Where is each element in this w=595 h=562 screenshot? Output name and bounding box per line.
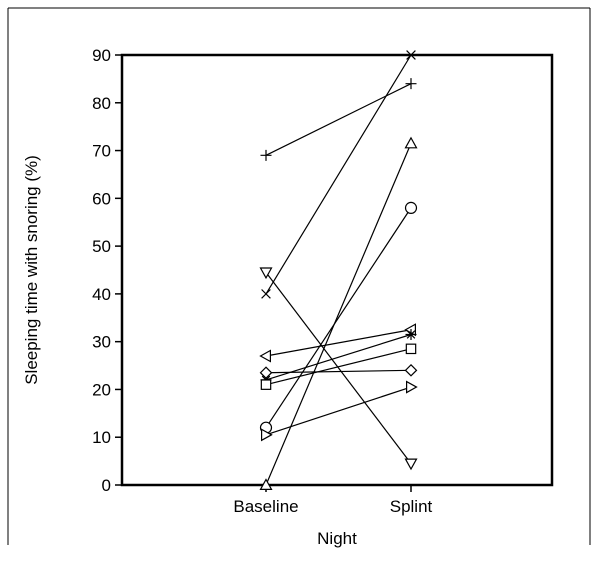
series-plus <box>260 78 417 161</box>
series-line <box>265 207 412 428</box>
x-tick-label: Baseline <box>233 497 298 516</box>
marker-triangle-right <box>406 380 418 394</box>
marker-triangle-up <box>259 478 273 490</box>
y-tick-label: 40 <box>92 285 111 304</box>
series-diamond <box>259 363 418 380</box>
marker-plus <box>260 149 272 161</box>
data-series <box>259 50 418 490</box>
marker-diamond <box>404 363 418 377</box>
x-tick-label: Splint <box>390 497 433 516</box>
marker-square <box>260 379 272 390</box>
x-axis-title: Night <box>317 529 357 548</box>
series-cross <box>261 50 416 299</box>
series-triangle-right <box>261 380 418 442</box>
marker-triangle-left <box>259 349 271 363</box>
series-triangle-left <box>259 323 416 363</box>
series-line <box>265 329 412 357</box>
y-tick-label: 90 <box>92 46 111 65</box>
series-triangle-up <box>259 136 418 490</box>
series-line <box>265 143 412 486</box>
y-tick-label: 70 <box>92 142 111 161</box>
marker-diamond <box>259 366 273 380</box>
plot-area-frame <box>120 53 554 487</box>
y-axis-ticks: 0 10 20 30 40 50 60 70 80 90 <box>92 46 122 495</box>
y-tick-label: 50 <box>92 237 111 256</box>
y-tick-label: 0 <box>102 476 111 495</box>
marker-square <box>405 343 417 355</box>
series-square <box>260 343 417 390</box>
marker-circle <box>404 201 418 214</box>
x-axis-ticks: Baseline Splint <box>233 485 433 516</box>
marker-cross <box>261 289 271 299</box>
series-line <box>265 83 412 156</box>
y-tick-label: 30 <box>92 333 111 352</box>
series-line <box>265 54 412 295</box>
marker-triangle-up <box>404 136 418 149</box>
marker-plus <box>405 78 417 90</box>
marker-cross <box>406 50 416 60</box>
series-triangle-down <box>259 267 418 471</box>
y-tick-label: 80 <box>92 94 111 113</box>
y-tick-label: 60 <box>92 189 111 208</box>
y-axis-title: Sleeping time with snoring (%) <box>22 155 41 385</box>
series-line <box>265 333 412 381</box>
y-tick-label: 20 <box>92 380 111 399</box>
marker-triangle-down <box>259 267 273 280</box>
y-tick-label: 10 <box>92 428 111 447</box>
series-line <box>265 386 412 436</box>
series-line <box>265 369 412 374</box>
series-line <box>265 348 412 386</box>
marker-triangle-right <box>261 428 273 442</box>
series-circle <box>259 201 418 434</box>
marker-triangle-down <box>404 458 418 471</box>
series-line <box>265 272 412 464</box>
marker-star <box>405 329 417 340</box>
series-star <box>260 329 417 386</box>
